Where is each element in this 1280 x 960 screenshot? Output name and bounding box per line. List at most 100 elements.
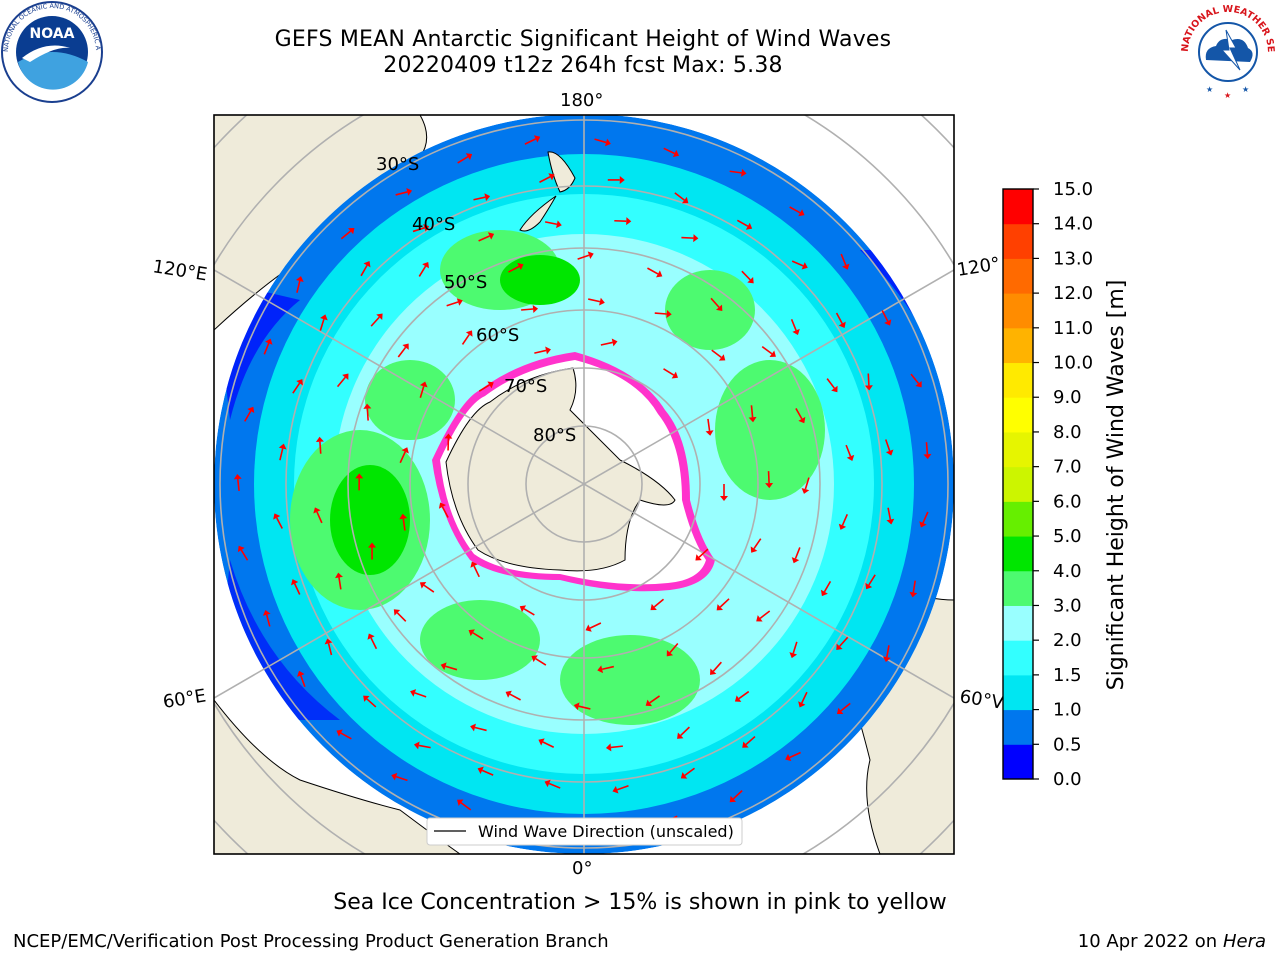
- wave-arrow-head: [792, 328, 800, 336]
- footer-branch: NCEP/EMC/Verification Post Processing Pr…: [13, 931, 609, 952]
- wave-arrow: [370, 637, 378, 650]
- wave-arrow-head: [295, 276, 304, 282]
- wave-arrow: [753, 538, 762, 550]
- colorbar-tick-label: 13.0: [1053, 248, 1093, 269]
- wave-arrow: [292, 382, 301, 394]
- lon-label-left-upper: 120°E: [151, 256, 208, 285]
- wave-arrow: [795, 408, 803, 420]
- wave-arrow-head: [487, 232, 495, 240]
- wave-arrow-head: [585, 624, 592, 632]
- colorbar-tick-label: 0.0: [1053, 769, 1082, 790]
- lat-label-60s: 60°S: [476, 325, 519, 346]
- wave-arrow: [402, 518, 406, 531]
- wave-arrow: [745, 735, 756, 746]
- colorbar-swatch: [1003, 189, 1033, 225]
- footer-date-text: 10 Apr 2022 on: [1077, 931, 1223, 952]
- colorbar: 15.0 14.0 13.0 12.0 11.0 10.0 9.0 8.0 7.0 6.0 5.0 4…: [1002, 179, 1129, 790]
- wave-arrow: [801, 691, 808, 704]
- wave-arrow: [473, 196, 486, 201]
- wave-arrow: [732, 790, 743, 800]
- wave-arrow-head: [801, 262, 808, 270]
- wave-arrow: [600, 341, 613, 346]
- lat-labels: 30°S 40°S 50°S 60°S 70°S 80°S: [376, 154, 576, 446]
- wave-arrow: [840, 702, 851, 712]
- wave-arrow-head: [838, 321, 846, 328]
- wave-arrow-head: [573, 702, 580, 711]
- wave-arrow-head: [320, 314, 328, 321]
- colorbar-swatch: [1003, 223, 1033, 259]
- wave-arrow: [840, 253, 847, 266]
- colorbar-swatch: [1003, 431, 1033, 468]
- wave-arrow: [767, 471, 770, 484]
- wave-arrow: [823, 581, 832, 593]
- footer-date: 10 Apr 2022 on Hera: [1078, 931, 1266, 952]
- wave-arrow-head: [468, 629, 475, 637]
- noaa-logo-text: NOAA: [30, 26, 75, 42]
- wave-arrow: [887, 507, 892, 520]
- colorbar-swatch: [1003, 362, 1033, 398]
- direction-legend: Wind Wave Direction (unscaled): [426, 817, 743, 846]
- wave-arrow: [395, 191, 408, 196]
- wave-arrow-head: [865, 582, 873, 590]
- wave-arrow-head: [324, 638, 333, 645]
- wave-arrow: [886, 645, 890, 658]
- wave-arrow-head: [315, 436, 324, 442]
- wave-arrow: [719, 598, 730, 608]
- wave-arrow: [414, 692, 427, 698]
- chart-subtitle: 20220409 t12z 264h fcst Max: 5.38: [383, 53, 783, 78]
- wave-arrow-head: [297, 670, 305, 677]
- wave-arrow-head: [313, 507, 321, 514]
- wave-arrow-head: [477, 766, 484, 774]
- wave-arrow-head: [846, 454, 855, 461]
- lon-label-right-lower: 60°V: [958, 686, 1006, 714]
- wave-arrow: [839, 636, 849, 647]
- colorbar-swatch: [1003, 501, 1033, 537]
- svg-text:★: ★: [1206, 85, 1213, 94]
- wave-arrow-head: [265, 338, 273, 345]
- wave-arrow: [336, 376, 346, 388]
- colorbar-tick-label: 3.0: [1053, 595, 1082, 616]
- wave-arrow-head: [422, 261, 429, 269]
- wave-arrow: [340, 230, 352, 240]
- wave-arrow: [534, 349, 547, 354]
- wave-arrow-head: [864, 385, 873, 391]
- wave-arrow-head: [363, 261, 371, 268]
- wave-arrow-head: [401, 447, 409, 454]
- wave-arrow-head: [233, 474, 242, 480]
- wave-arrow: [867, 373, 870, 386]
- svg-text:★: ★: [1224, 91, 1231, 100]
- wave-arrow-head: [335, 572, 343, 579]
- wave-arrow: [669, 642, 679, 654]
- wave-arrow-head: [720, 496, 728, 501]
- wave-arrow-head: [368, 542, 377, 548]
- wave-arrow-head: [470, 723, 476, 732]
- wave-arrow-head: [798, 701, 806, 708]
- wave-arrow-head: [296, 379, 303, 386]
- colorbar-tick-label: 2.0: [1053, 630, 1082, 651]
- wave-arrow-head: [247, 406, 255, 414]
- wave-arrow: [789, 206, 801, 214]
- wave-arrow: [396, 612, 407, 622]
- wave-arrow: [366, 698, 377, 708]
- wave-arrow-head: [237, 545, 245, 553]
- wave-arrow: [366, 408, 369, 421]
- wave-arrow: [548, 782, 561, 789]
- wave-arrow: [710, 297, 720, 308]
- wave-arrow-head: [791, 557, 800, 564]
- wave-arrow-head: [391, 772, 398, 781]
- wave-arrow-head: [836, 707, 844, 715]
- wave-arrow-head: [645, 699, 653, 707]
- wave-arrow-head: [587, 251, 594, 260]
- colorbar-swatch: [1003, 709, 1033, 745]
- wave-arrow: [276, 517, 283, 529]
- wave-arrow-head: [747, 276, 754, 284]
- wave-arrow: [441, 506, 449, 518]
- wave-arrow: [542, 741, 555, 748]
- wave-arrow: [478, 235, 490, 242]
- wave-arrow-head: [619, 175, 625, 184]
- wave-arrow: [794, 547, 801, 559]
- colorbar-tick-label: 10.0: [1053, 353, 1093, 374]
- colorbar-tick-label: 1.0: [1053, 700, 1082, 721]
- wave-arrow-head: [716, 604, 724, 611]
